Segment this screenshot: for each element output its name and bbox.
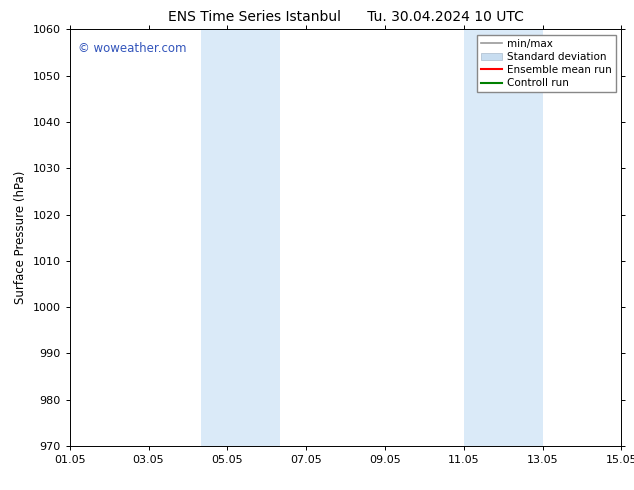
Y-axis label: Surface Pressure (hPa): Surface Pressure (hPa) [14,171,27,304]
Text: © woweather.com: © woweather.com [78,42,186,55]
Bar [201,29,280,446]
Title: ENS Time Series Istanbul      Tu. 30.04.2024 10 UTC: ENS Time Series Istanbul Tu. 30.04.2024 … [167,10,524,24]
Bar [463,29,543,446]
Legend: min/max, Standard deviation, Ensemble mean run, Controll run: min/max, Standard deviation, Ensemble me… [477,35,616,92]
